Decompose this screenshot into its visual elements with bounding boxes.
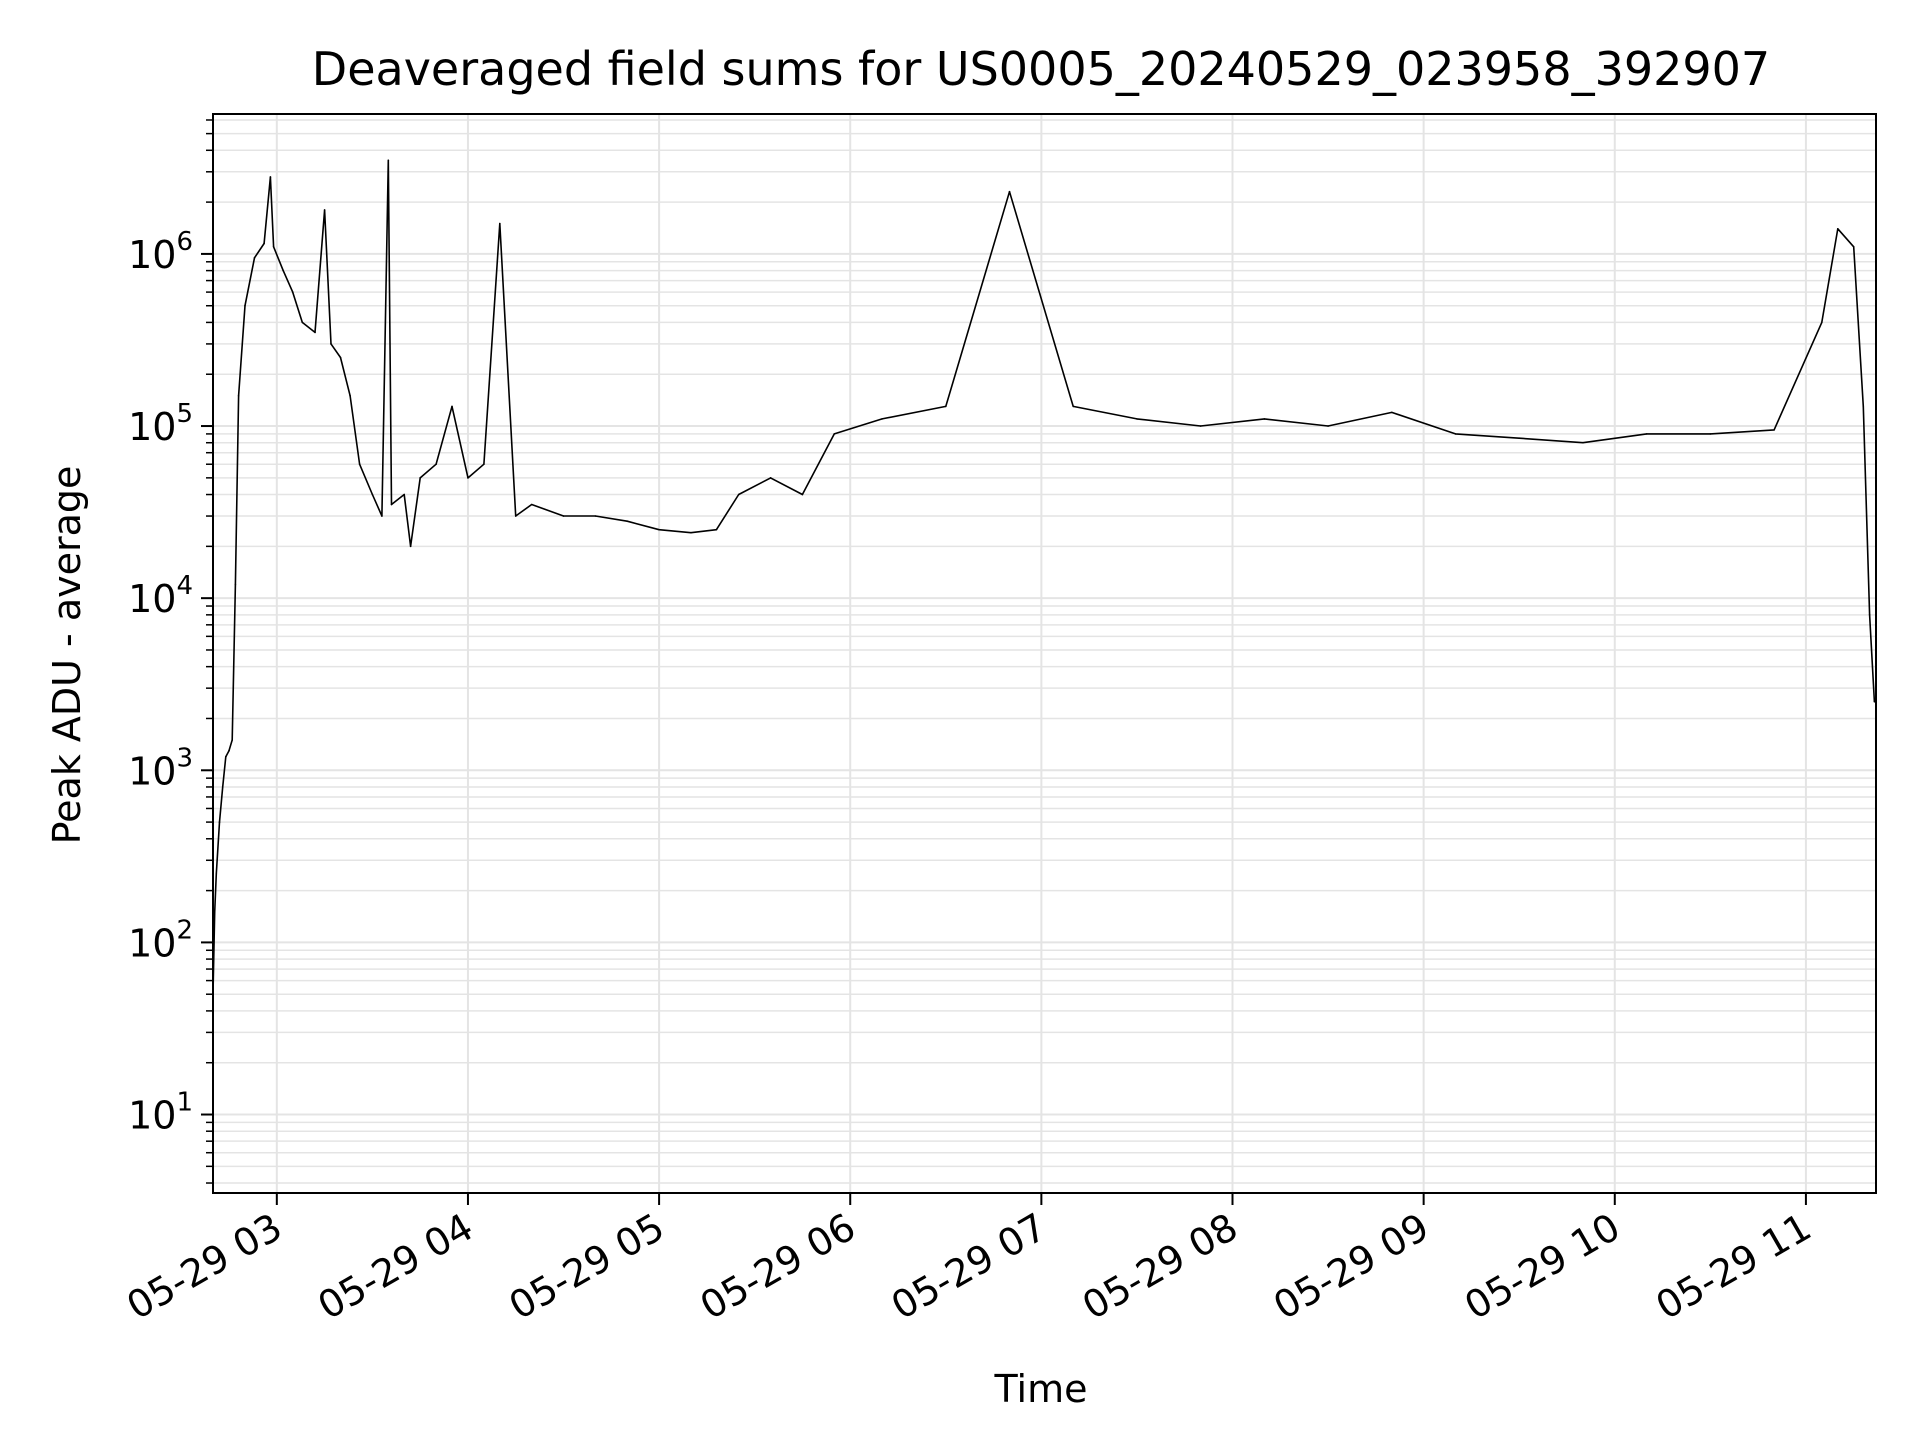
data-point bbox=[228, 749, 230, 752]
data-point bbox=[349, 394, 351, 397]
data-point bbox=[234, 583, 237, 586]
data-point bbox=[330, 343, 332, 345]
grid bbox=[206, 114, 1876, 1193]
data-point bbox=[1072, 405, 1075, 408]
data-point bbox=[253, 256, 256, 259]
data-point bbox=[381, 515, 383, 517]
data-point bbox=[769, 477, 772, 479]
data-point bbox=[1873, 700, 1876, 703]
data-point bbox=[1327, 425, 1329, 427]
data-point bbox=[626, 520, 629, 522]
data-point bbox=[944, 405, 947, 408]
data-point bbox=[390, 503, 393, 506]
data-point bbox=[1136, 418, 1138, 420]
data-point bbox=[1862, 405, 1865, 408]
y-tick-label: 104 bbox=[128, 571, 193, 621]
data-point bbox=[409, 545, 412, 548]
data-point bbox=[1868, 614, 1871, 616]
data-point bbox=[483, 463, 485, 466]
y-tick-label: 101 bbox=[128, 1088, 193, 1138]
data-point bbox=[1852, 245, 1855, 248]
y-tick-label: 105 bbox=[128, 399, 193, 449]
data-point bbox=[881, 418, 883, 420]
data-point bbox=[263, 242, 265, 245]
data-point bbox=[215, 873, 218, 875]
chart-title: Deaveraged field sums for US0005_2024052… bbox=[312, 42, 1770, 96]
y-axis-label: Peak ADU - average bbox=[45, 466, 89, 845]
data-point bbox=[1454, 433, 1457, 435]
data-point bbox=[690, 531, 692, 534]
data-point bbox=[1390, 411, 1393, 414]
y-tick-label: 106 bbox=[128, 227, 193, 277]
data-point bbox=[530, 503, 533, 506]
x-axis-label: Time bbox=[994, 1367, 1088, 1411]
data-point bbox=[403, 493, 406, 496]
data-point bbox=[737, 493, 740, 496]
data-point bbox=[1709, 433, 1712, 435]
data-point bbox=[218, 821, 221, 823]
data-point bbox=[371, 493, 374, 496]
data-point bbox=[801, 493, 804, 496]
data-point bbox=[272, 245, 275, 248]
data-point bbox=[1263, 418, 1266, 420]
data-point bbox=[244, 304, 246, 307]
data-point bbox=[419, 477, 421, 479]
data-point bbox=[301, 321, 304, 324]
data-point bbox=[323, 209, 326, 211]
plot-frame bbox=[212, 113, 1877, 1194]
y-axis-ticks: 101 102 103 104 105 106 bbox=[128, 227, 213, 1138]
data-point bbox=[291, 291, 294, 293]
data-point bbox=[213, 911, 216, 913]
data-point bbox=[658, 528, 660, 531]
data-point bbox=[282, 269, 284, 272]
data-point bbox=[435, 463, 437, 466]
data-point bbox=[1199, 425, 1202, 427]
data-point bbox=[1518, 437, 1521, 439]
data-point bbox=[1008, 190, 1011, 193]
y-tick-label: 103 bbox=[128, 743, 193, 793]
data-point bbox=[387, 159, 390, 162]
data-point bbox=[339, 356, 342, 359]
y-tick-label: 102 bbox=[128, 915, 193, 965]
data-point bbox=[1582, 441, 1584, 444]
data-point bbox=[1836, 227, 1839, 230]
data-point bbox=[1821, 321, 1823, 324]
data-point bbox=[514, 515, 517, 517]
data-point bbox=[833, 433, 836, 435]
data-point bbox=[1773, 429, 1775, 431]
data-point bbox=[225, 755, 227, 758]
data-point bbox=[221, 786, 224, 788]
data-point bbox=[231, 739, 234, 741]
data-point bbox=[499, 222, 501, 225]
data-point bbox=[715, 528, 718, 531]
data-point bbox=[358, 463, 361, 466]
data-point bbox=[314, 331, 316, 334]
data-point bbox=[562, 515, 565, 517]
data-point bbox=[237, 394, 240, 397]
data-point bbox=[269, 176, 272, 178]
data-point bbox=[451, 405, 453, 408]
data-point bbox=[1645, 433, 1648, 435]
data-point bbox=[594, 515, 597, 517]
data-point bbox=[467, 477, 469, 479]
